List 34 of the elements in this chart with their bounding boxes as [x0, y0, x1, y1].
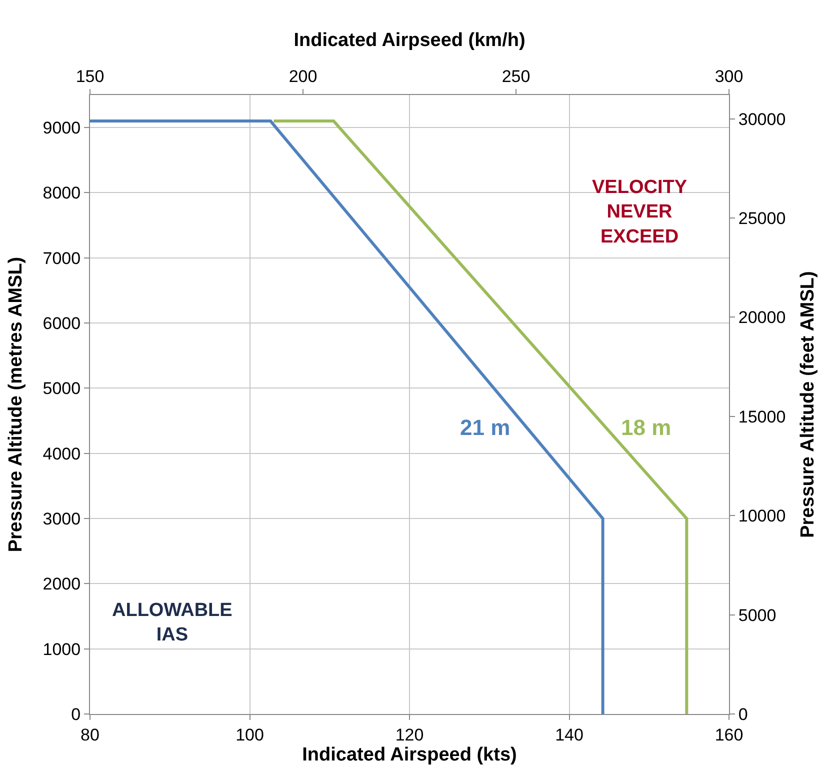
x-tick-label: 120 — [395, 725, 424, 744]
x-axis-title: Indicated Airspeed (kts) — [302, 744, 517, 766]
y2-tick-label: 5000 — [738, 606, 776, 625]
y2-axis-title: Pressure Altitude (feet AMSL) — [797, 271, 818, 538]
y-tick-label: 7000 — [42, 248, 81, 268]
y2-tick-label: 20000 — [738, 308, 786, 328]
series-label: 21 m — [460, 415, 510, 440]
y-tick-label: 1000 — [42, 640, 81, 659]
y-tick-label: 5000 — [42, 379, 81, 398]
y-tick-label: 9000 — [42, 118, 81, 138]
y-tick-label: 6000 — [42, 314, 81, 333]
x-tick-label: 140 — [555, 725, 584, 744]
x-tick-label: 160 — [714, 725, 744, 744]
y2-tick-label: 0 — [738, 704, 748, 724]
y2-tick-label: 30000 — [738, 110, 786, 129]
x2-tick-label: 250 — [502, 67, 530, 86]
y-tick-label: 4000 — [42, 444, 81, 464]
annotation: VELOCITY NEVER EXCEED — [592, 177, 688, 248]
y-axis-title: Pressure Altitude (metres AMSL) — [6, 256, 27, 552]
x2-axis-title: Indicated Airpseed (km/h) — [294, 30, 526, 52]
x2-tick-label: 300 — [714, 67, 744, 86]
y-tick-label: 8000 — [42, 184, 81, 203]
x-tick-label: 80 — [80, 725, 100, 744]
y-tick-label: 2000 — [42, 574, 81, 594]
y2-tick-label: 15000 — [738, 407, 786, 426]
y-tick-label: 3000 — [42, 509, 81, 528]
x-tick-label: 100 — [236, 725, 264, 744]
series-label: 18 m — [621, 415, 672, 440]
x2-tick-label: 200 — [288, 67, 318, 86]
y2-tick-label: 25000 — [738, 208, 786, 228]
y2-tick-label: 10000 — [738, 506, 786, 526]
x2-tick-label: 150 — [76, 67, 104, 86]
y-tick-label: 0 — [71, 704, 81, 724]
annotation: ALLOWABLE IAS — [112, 600, 232, 646]
